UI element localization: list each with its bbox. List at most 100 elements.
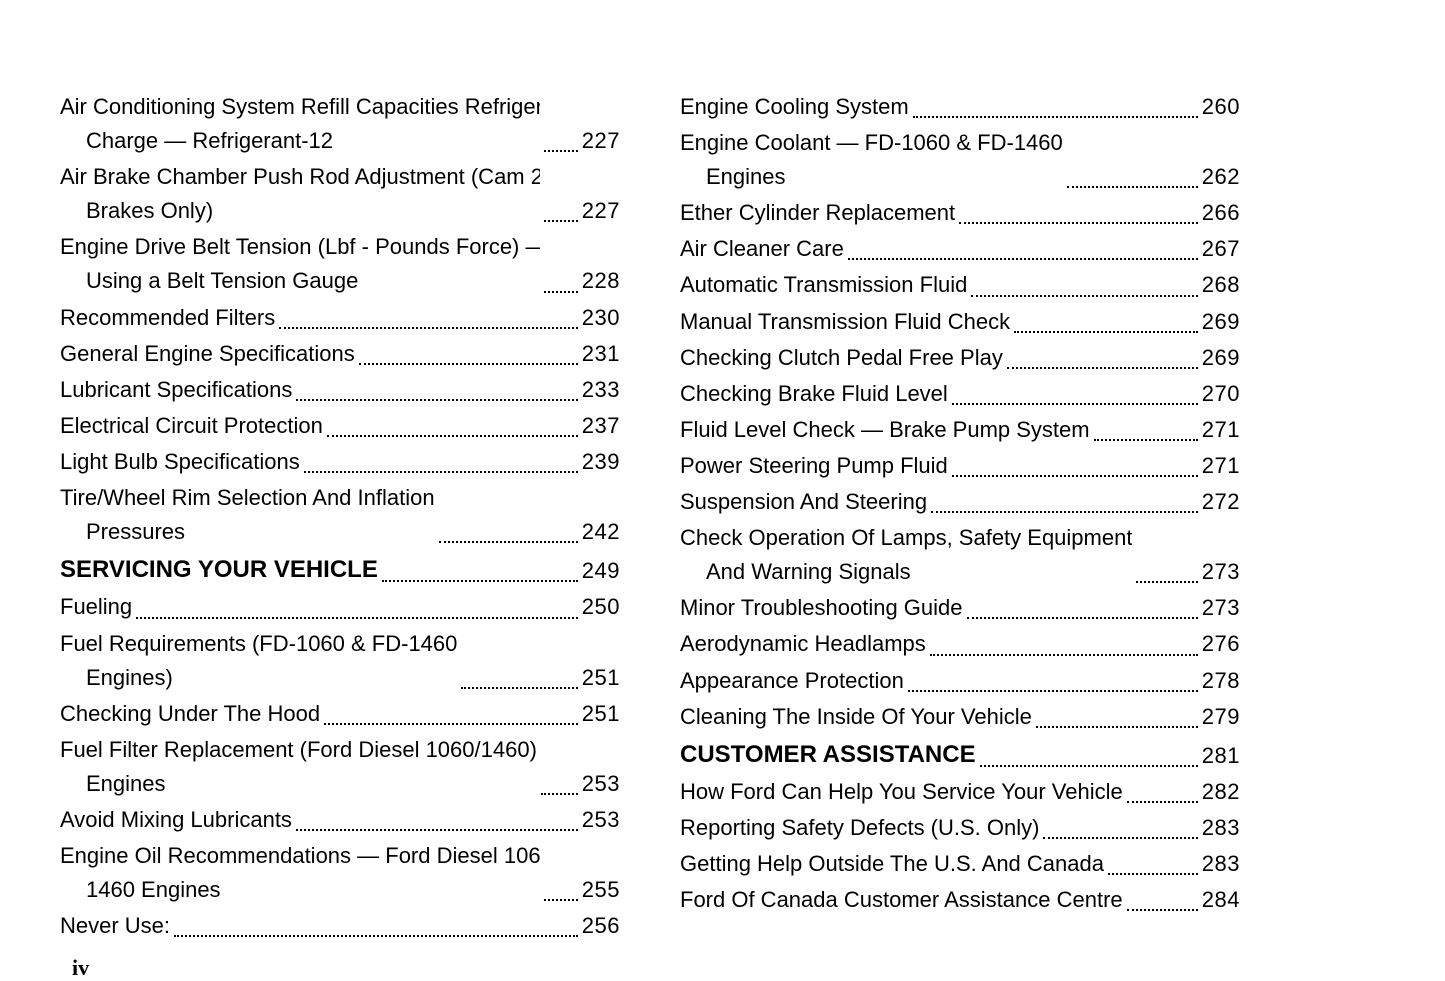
toc-entry: Checking Under The Hood 251 <box>60 697 620 731</box>
toc-page-number: 227 <box>582 124 620 158</box>
toc-entry: Tire/Wheel Rim Selection And InflationPr… <box>60 481 620 549</box>
toc-title: Check Operation Of Lamps, Safety Equipme… <box>680 521 1132 555</box>
toc-title-continuation: Brakes Only) <box>60 194 540 228</box>
toc-page-number: 231 <box>582 337 620 371</box>
toc-leader-dots <box>952 455 1198 477</box>
toc-entry: Light Bulb Specifications239 <box>60 445 620 479</box>
toc-entry: Fueling250 <box>60 590 620 624</box>
toc-page-number: 283 <box>1202 847 1240 881</box>
toc-leader-dots <box>1108 853 1198 875</box>
toc-page-number: 283 <box>1202 811 1240 845</box>
toc-title-wrap: Lubricant Specifications <box>60 373 292 407</box>
toc-entry: General Engine Specifications231 <box>60 337 620 371</box>
toc-page-number: 284 <box>1202 883 1240 917</box>
toc-entry: Manual Transmission Fluid Check269 <box>680 305 1240 339</box>
toc-title-continuation: 1460 Engines <box>60 873 540 907</box>
toc-columns: Air Conditioning System Refill Capacitie… <box>60 90 1385 945</box>
toc-title: Manual Transmission Fluid Check <box>680 305 1010 339</box>
toc-leader-dots <box>327 415 578 437</box>
toc-leader-dots <box>967 597 1198 619</box>
toc-page-number: 262 <box>1202 160 1240 194</box>
toc-entry: Check Operation Of Lamps, Safety Equipme… <box>680 521 1240 589</box>
toc-title: Engine Oil Recommendations — Ford Diesel… <box>60 839 540 873</box>
toc-title-wrap: Recommended Filters <box>60 301 275 335</box>
toc-title: Aerodynamic Headlamps <box>680 627 926 661</box>
toc-page-number: 227 <box>582 194 620 228</box>
toc-leader-dots <box>279 307 578 329</box>
toc-title-wrap: Check Operation Of Lamps, Safety Equipme… <box>680 521 1132 589</box>
toc-page-number: 273 <box>1202 591 1240 625</box>
toc-leader-dots <box>544 130 578 152</box>
toc-leader-dots <box>913 96 1198 118</box>
toc-entry: Cleaning The Inside Of Your Vehicle279 <box>680 700 1240 734</box>
toc-entry: Minor Troubleshooting Guide 273 <box>680 591 1240 625</box>
toc-entry: Reporting Safety Defects (U.S. Only) 283 <box>680 811 1240 845</box>
toc-leader-dots <box>1036 706 1198 728</box>
toc-entry: Fuel Requirements (FD-1060 & FD-1460Engi… <box>60 627 620 695</box>
toc-page-number: 269 <box>1202 341 1240 375</box>
toc-title: Cleaning The Inside Of Your Vehicle <box>680 700 1032 734</box>
toc-title: Appearance Protection <box>680 664 904 698</box>
toc-title-wrap: Air Brake Chamber Push Rod Adjustment (C… <box>60 160 540 228</box>
toc-entry: Ether Cylinder Replacement266 <box>680 196 1240 230</box>
toc-page-number: 266 <box>1202 196 1240 230</box>
toc-title-wrap: Air Conditioning System Refill Capacitie… <box>60 90 540 158</box>
toc-page-number: 228 <box>582 264 620 298</box>
toc-title: Ford Of Canada Customer Assistance Centr… <box>680 883 1123 917</box>
toc-entry: Engine Cooling System260 <box>680 90 1240 124</box>
toc-leader-dots <box>1043 817 1197 839</box>
toc-column-right: Engine Cooling System260Engine Coolant —… <box>680 90 1240 945</box>
toc-leader-dots <box>324 703 578 725</box>
toc-title: Engine Drive Belt Tension (Lbf - Pounds … <box>60 230 540 264</box>
toc-title-wrap: Minor Troubleshooting Guide <box>680 591 963 625</box>
toc-title-continuation: Pressures <box>60 515 435 549</box>
toc-leader-dots <box>544 879 578 901</box>
toc-entry: Engine Drive Belt Tension (Lbf - Pounds … <box>60 230 620 298</box>
toc-leader-dots <box>544 200 578 222</box>
toc-entry: Getting Help Outside The U.S. And Canada… <box>680 847 1240 881</box>
toc-entry: Suspension And Steering272 <box>680 485 1240 519</box>
toc-title: Air Cleaner Care <box>680 232 844 266</box>
toc-entry: Avoid Mixing Lubricants253 <box>60 803 620 837</box>
toc-title: CUSTOMER ASSISTANCE <box>680 736 976 773</box>
toc-leader-dots <box>931 491 1198 513</box>
toc-title: Power Steering Pump Fluid <box>680 449 948 483</box>
toc-title-wrap: Checking Under The Hood <box>60 697 320 731</box>
toc-title-wrap: Power Steering Pump Fluid <box>680 449 948 483</box>
toc-page-number: 282 <box>1202 775 1240 809</box>
toc-leader-dots <box>544 271 578 293</box>
toc-title: Recommended Filters <box>60 301 275 335</box>
toc-entry: Recommended Filters 230 <box>60 301 620 335</box>
toc-title: How Ford Can Help You Service Your Vehic… <box>680 775 1123 809</box>
toc-title: Reporting Safety Defects (U.S. Only) <box>680 811 1039 845</box>
toc-page-number: 260 <box>1202 90 1240 124</box>
toc-entry: How Ford Can Help You Service Your Vehic… <box>680 775 1240 809</box>
toc-title-continuation: And Warning Signals <box>680 555 1132 589</box>
toc-page-number: 237 <box>582 409 620 443</box>
page-number-label: iv <box>72 955 1385 981</box>
toc-page-number: 251 <box>582 697 620 731</box>
toc-title: Engine Coolant — FD-1060 & FD-1460 <box>680 126 1063 160</box>
toc-entry: Lubricant Specifications 233 <box>60 373 620 407</box>
toc-leader-dots <box>304 451 578 473</box>
toc-entry: Ford Of Canada Customer Assistance Centr… <box>680 883 1240 917</box>
toc-page-number: 233 <box>582 373 620 407</box>
toc-page-number: 230 <box>582 301 620 335</box>
toc-page-number: 271 <box>1202 449 1240 483</box>
toc-title: Tire/Wheel Rim Selection And Inflation <box>60 481 435 515</box>
toc-leader-dots <box>930 634 1198 656</box>
toc-title-wrap: SERVICING YOUR VEHICLE <box>60 551 378 588</box>
toc-leader-dots <box>971 275 1197 297</box>
toc-title: Fuel Requirements (FD-1060 & FD-1460 <box>60 627 457 661</box>
toc-entry: Never Use:256 <box>60 909 620 943</box>
toc-title-wrap: Avoid Mixing Lubricants <box>60 803 292 837</box>
toc-title-wrap: Fuel Filter Replacement (Ford Diesel 106… <box>60 733 537 801</box>
toc-title: SERVICING YOUR VEHICLE <box>60 551 378 588</box>
toc-title-continuation: Engines <box>680 160 1063 194</box>
toc-entry: Electrical Circuit Protection237 <box>60 409 620 443</box>
toc-entry: Checking Clutch Pedal Free Play269 <box>680 341 1240 375</box>
toc-title-wrap: Never Use: <box>60 909 170 943</box>
toc-title-wrap: Tire/Wheel Rim Selection And InflationPr… <box>60 481 435 549</box>
toc-page-number: 268 <box>1202 268 1240 302</box>
toc-leader-dots <box>461 667 577 689</box>
